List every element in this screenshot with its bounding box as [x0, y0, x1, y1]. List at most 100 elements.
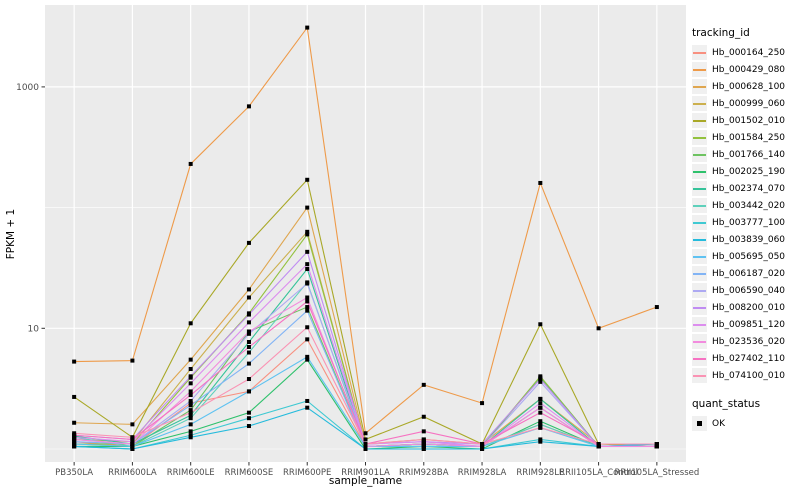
- legend-key-line: [693, 340, 706, 343]
- legend-item-label: Hb_001502_010: [712, 115, 786, 126]
- legend-key-swatch: [692, 266, 707, 281]
- legend-key-line: [693, 221, 706, 224]
- data-point: [305, 232, 310, 237]
- legend-key-swatch: [692, 79, 707, 94]
- legend-item-label: Hb_008200_010: [712, 302, 786, 313]
- data-point: [246, 377, 251, 382]
- legend-item-label: Hb_003777_100: [712, 217, 786, 228]
- legend-key-swatch: [692, 96, 707, 111]
- data-point: [421, 414, 426, 419]
- data-point: [596, 442, 601, 447]
- x-tick-label: RRIM928LE: [516, 468, 564, 478]
- data-point: [363, 442, 368, 447]
- data-point: [246, 320, 251, 325]
- legend-item-Hb_001584_250: Hb_001584_250: [692, 129, 798, 146]
- data-point: [188, 403, 193, 408]
- x-tick-label: RRIM600SE: [225, 468, 274, 478]
- legend-item-Hb_003442_020: Hb_003442_020: [692, 197, 798, 214]
- legend-item-Hb_023536_020: Hb_023536_020: [692, 333, 798, 350]
- data-point: [305, 295, 310, 300]
- data-point: [421, 437, 426, 442]
- data-point: [596, 326, 601, 331]
- legend-item-label: Hb_023536_020: [712, 336, 786, 347]
- data-point: [188, 374, 193, 379]
- data-point: [538, 401, 543, 406]
- data-point: [538, 405, 543, 410]
- legend-item-Hb_003839_060: Hb_003839_060: [692, 231, 798, 248]
- data-point: [188, 433, 193, 438]
- data-point: [246, 340, 251, 345]
- legend-key-line: [693, 272, 706, 275]
- data-point: [305, 398, 310, 403]
- legend-key-line: [693, 102, 706, 105]
- data-point: [188, 398, 193, 403]
- data-point: [246, 344, 251, 349]
- legend-item-label: Hb_003839_060: [712, 234, 786, 245]
- legend-item-Hb_000164_250: Hb_000164_250: [692, 44, 798, 61]
- legend-key-line: [693, 374, 706, 377]
- data-point: [72, 431, 77, 436]
- legend-key-swatch: [692, 283, 707, 298]
- legend-key-line: [693, 153, 706, 156]
- data-point: [72, 435, 77, 440]
- data-point: [596, 444, 601, 449]
- y-tick-label: 1000: [16, 83, 39, 93]
- legend-key-swatch: [692, 130, 707, 145]
- data-point: [421, 444, 426, 449]
- data-point: [654, 444, 659, 449]
- data-point: [538, 425, 543, 430]
- data-point: [130, 437, 135, 442]
- data-point: [480, 444, 485, 449]
- data-point: [421, 442, 426, 447]
- data-point: [188, 435, 193, 440]
- legend-item-Hb_008200_010: Hb_008200_010: [692, 299, 798, 316]
- data-point: [305, 405, 310, 410]
- data-point: [363, 437, 368, 442]
- data-point: [654, 442, 659, 447]
- legend-title-tracking-id: tracking_id: [692, 27, 750, 39]
- legend-item-label: Hb_000999_060: [712, 98, 786, 109]
- legend-key-point: [697, 421, 702, 426]
- data-point: [246, 104, 251, 109]
- data-point: [246, 416, 251, 421]
- legend-item-quant-OK: OK: [692, 415, 798, 432]
- legend-item-Hb_001766_140: Hb_001766_140: [692, 146, 798, 163]
- data-point: [305, 281, 310, 286]
- legend-item-label: Hb_000164_250: [712, 47, 786, 58]
- data-point: [538, 377, 543, 382]
- data-point: [188, 401, 193, 406]
- x-tick-label: RRIM901LA: [341, 468, 390, 478]
- data-point: [246, 240, 251, 245]
- legend-key-line: [693, 51, 706, 54]
- data-point: [188, 381, 193, 386]
- legend-key-line: [693, 68, 706, 71]
- legend-item-label: Hb_006187_020: [712, 268, 786, 279]
- data-point: [538, 379, 543, 384]
- legend-key-line: [693, 85, 706, 88]
- data-point: [305, 262, 310, 267]
- data-point: [305, 354, 310, 359]
- legend-key-swatch: [692, 368, 707, 383]
- x-tick-label: RRIM600LA: [108, 468, 157, 478]
- data-point: [188, 429, 193, 434]
- legend-key-line: [693, 357, 706, 360]
- data-point: [188, 416, 193, 421]
- data-point: [130, 358, 135, 363]
- legend-key-line: [693, 119, 706, 122]
- legend: tracking_id Hb_000164_250 Hb_000429_080 Hb…: [692, 27, 798, 432]
- data-point: [538, 180, 543, 185]
- data-point: [130, 435, 135, 440]
- data-point: [246, 350, 251, 355]
- legend-key-line: [693, 323, 706, 326]
- data-point: [538, 410, 543, 415]
- y-tick-label: 10: [28, 324, 40, 334]
- legend-key-line: [693, 289, 706, 292]
- legend-item-label: OK: [712, 418, 725, 429]
- legend-key-line: [693, 238, 706, 241]
- legend-item-Hb_003777_100: Hb_003777_100: [692, 214, 798, 231]
- legend-key-line: [693, 170, 706, 173]
- legend-key-swatch: [692, 334, 707, 349]
- data-point: [305, 325, 310, 330]
- data-point: [305, 177, 310, 182]
